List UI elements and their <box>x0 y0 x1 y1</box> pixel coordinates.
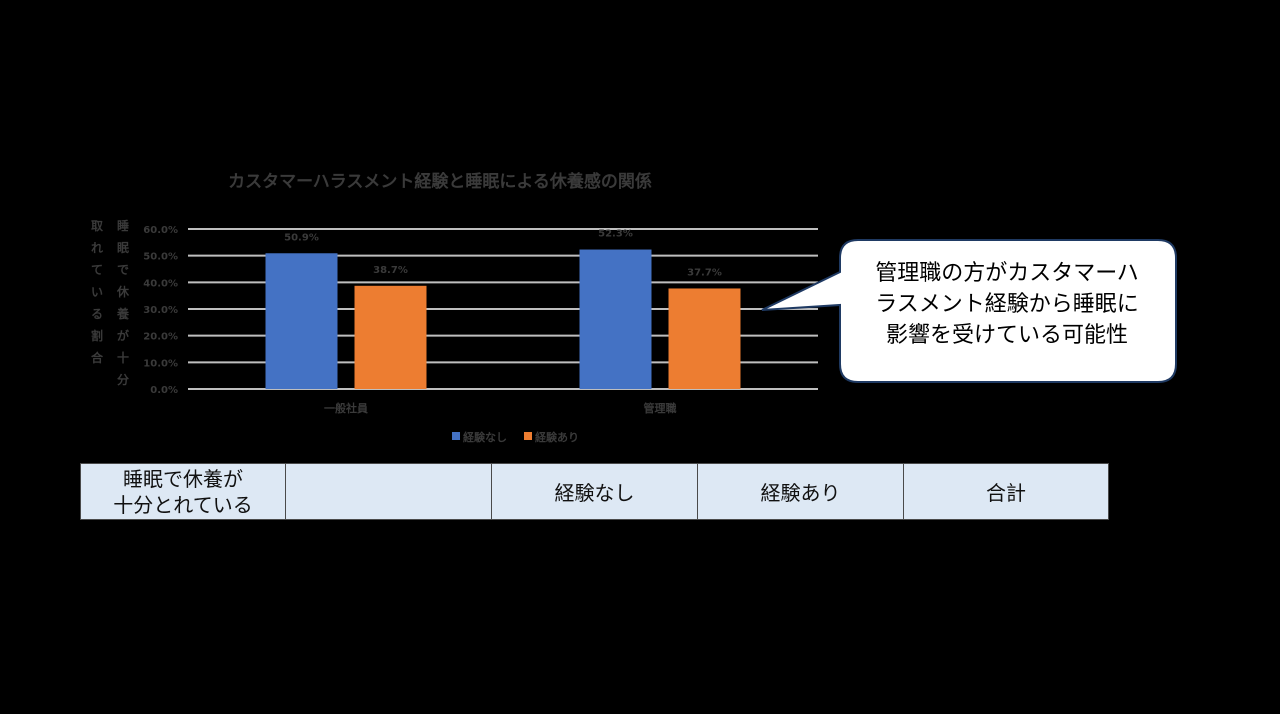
y-axis-label-char: で <box>117 263 129 277</box>
table-header-cell: 経験あり <box>697 463 904 520</box>
y-tick-label: 50.0% <box>143 252 178 263</box>
x-category-label: 一般社員 <box>324 401 368 415</box>
y-axis-label-char: 割 <box>91 328 103 343</box>
y-tick-label: 60.0% <box>143 225 178 236</box>
callout-bubble <box>761 239 1177 383</box>
callout-line: ラスメント経験から睡眠に <box>875 292 1139 317</box>
y-axis-label-char: 眠 <box>117 241 129 255</box>
legend-swatch <box>452 432 460 440</box>
y-axis-ticks: 0.0% 10.0% 20.0% 30.0% 40.0% 50.0% 60.0% <box>143 225 178 396</box>
y-axis-label-char: 合 <box>91 350 104 365</box>
summary-table: 睡眠で休養が 十分とれている 経験なし 経験あり 合計 <box>80 463 1109 520</box>
bar <box>265 253 338 389</box>
callout-text: 管理職の方がカスタマーハ ラスメント経験から睡眠に 影響を受けている可能性 <box>842 258 1172 351</box>
y-axis-label-char: る <box>91 307 103 321</box>
legend-swatch <box>524 432 532 440</box>
y-axis-label-char: 養 <box>116 306 129 321</box>
y-axis-label-char: 睡 <box>117 218 129 233</box>
legend-label: 経験あり <box>535 430 579 444</box>
data-label: 52.3% <box>598 229 633 240</box>
y-tick-label: 20.0% <box>143 332 178 343</box>
bars <box>265 249 741 389</box>
table-header-label-line: 十分とれている <box>113 492 253 517</box>
y-tick-label: 30.0% <box>143 305 178 316</box>
y-tick-label: 0.0% <box>150 385 178 396</box>
y-axis-label-char: れ <box>91 241 103 255</box>
callout-line: 管理職の方がカスタマーハ <box>875 261 1139 286</box>
x-axis-categories: 一般社員 管理職 <box>324 401 677 415</box>
y-axis-label-char: 取 <box>91 219 103 233</box>
x-category-label: 管理職 <box>644 401 677 415</box>
bar <box>354 285 427 389</box>
table-header-label: 睡眠で休養が 十分とれている <box>80 463 286 520</box>
legend-label: 経験なし <box>463 430 507 444</box>
y-axis-label-char: 休 <box>116 284 130 299</box>
table-header-label-line: 睡眠で休養が <box>123 466 243 491</box>
y-tick-label: 10.0% <box>143 358 178 369</box>
y-axis-label-char: が <box>117 328 129 343</box>
bar <box>579 249 652 389</box>
table-header-row: 睡眠で休養が 十分とれている 経験なし 経験あり 合計 <box>80 463 1109 520</box>
y-axis-label-char: て <box>91 263 103 277</box>
chart-title: カスタマーハラスメント経験と睡眠による休養感の関係 <box>228 171 652 192</box>
table-header-cell: 合計 <box>903 463 1109 520</box>
y-axis-label-char: い <box>91 285 103 299</box>
callout-line: 影響を受けている可能性 <box>885 323 1128 348</box>
data-label: 38.7% <box>373 265 408 276</box>
data-label: 50.9% <box>284 232 319 243</box>
data-labels: 50.9% 38.7% 52.3% 37.7% <box>284 229 722 279</box>
table-header-cell: 経験なし <box>491 463 698 520</box>
bar <box>668 288 741 389</box>
y-axis-label-char: 分 <box>117 372 129 387</box>
y-tick-label: 40.0% <box>143 278 178 289</box>
table-header-cell <box>285 463 492 520</box>
data-label: 37.7% <box>687 267 722 278</box>
y-axis-label-char: 十 <box>117 350 129 365</box>
legend: 経験なし 経験あり <box>452 430 579 444</box>
